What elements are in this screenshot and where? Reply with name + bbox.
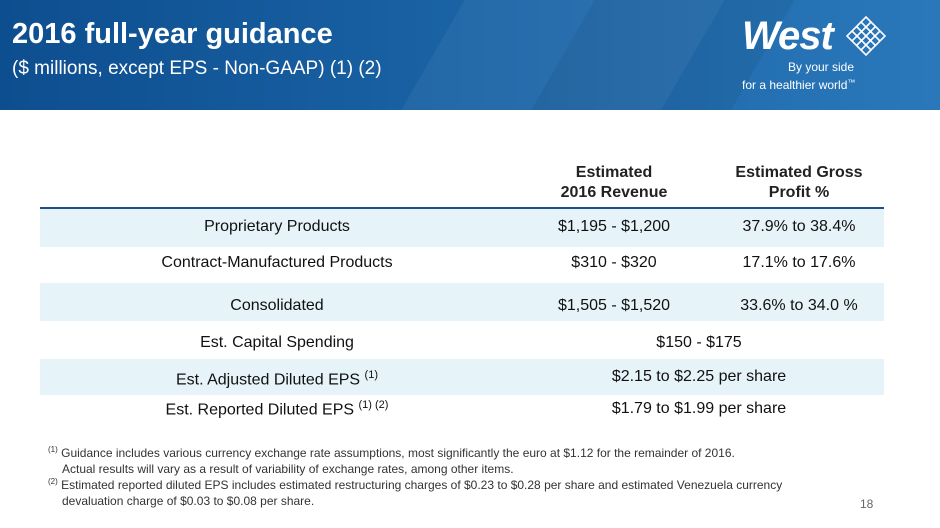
revenue-value: $1,505 - $1,520 [557,297,671,314]
row-label: Est. Capital Spending [200,334,354,351]
column-header-revenue: Estimated 2016 Revenue [560,164,668,201]
row-label: Contract-Manufactured Products [161,254,393,271]
logo-tagline: By your side [788,60,855,74]
page-title: 2016 full-year guidance [12,18,333,50]
column-header-gross-profit: Estimated Gross Profit % [735,164,863,201]
logo-tagline: for a healthier world™ [742,78,856,92]
header-banner: 2016 full-year guidance ($ millions, exc… [0,0,940,110]
footnote-1: (1) Guidance includes various currency e… [48,445,735,476]
revenue-value: $310 - $320 [571,254,657,271]
diamond-grid-icon [846,16,886,56]
table-row: Est. Reported Diluted EPS (1) (2) $1.79 … [40,395,884,425]
gross-profit-value: 37.9% to 38.4% [742,218,856,235]
table-row: Consolidated $1,505 - $1,520 33.6% to 34… [40,283,884,321]
table-row: Proprietary Products $1,195 - $1,200 37.… [40,207,884,247]
gross-profit-value: 33.6% to 34.0 % [740,297,858,314]
revenue-value: $1,195 - $1,200 [557,218,671,235]
logo-wordmark: West [742,14,834,58]
row-label: Est. Reported Diluted EPS (1) (2) [165,399,389,419]
page-subtitle: ($ millions, except EPS - Non-GAAP) (1) … [12,58,382,79]
row-label: Proprietary Products [204,218,350,235]
row-label: Consolidated [230,297,324,314]
capex-value: $150 - $175 [656,334,742,351]
table-row: Contract-Manufactured Products $310 - $3… [40,245,884,283]
table-row: Est. Adjusted Diluted EPS (1) $2.15 to $… [40,359,884,395]
west-logo: West By your side for a healthier world™ [742,14,932,100]
gross-profit-value: 17.1% to 17.6% [742,254,856,271]
footnote-2: (2) Estimated reported diluted EPS inclu… [48,477,783,508]
table-row: Est. Capital Spending $150 - $175 [40,321,884,359]
reported-eps-value: $1.79 to $1.99 per share [611,400,787,417]
adjusted-eps-value: $2.15 to $2.25 per share [611,368,787,385]
row-label: Est. Adjusted Diluted EPS (1) [175,369,378,389]
page-number: 18 [860,497,874,511]
